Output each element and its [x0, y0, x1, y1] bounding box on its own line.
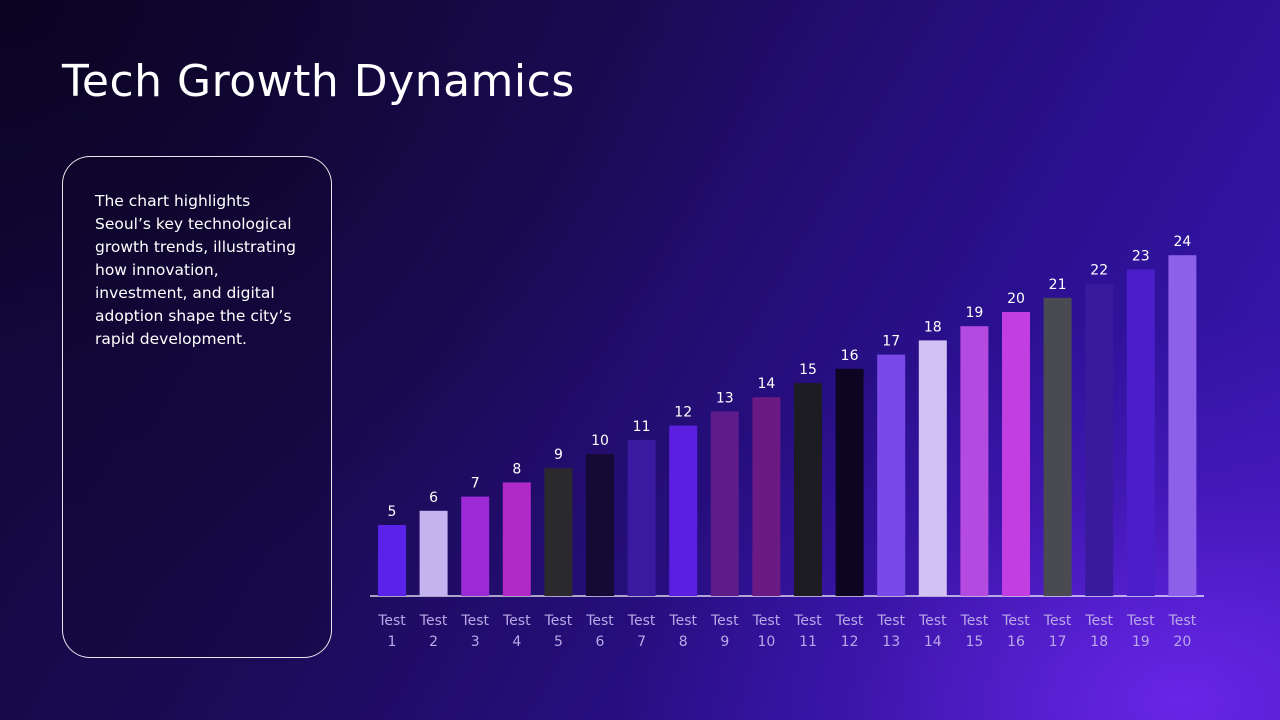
- value-label-18: 22: [1090, 263, 1108, 279]
- value-labels-group: 5 6 7 8 9 10 11 12 13 14 15 16 17 18 19 20 21 22 23 24: [388, 234, 1192, 520]
- category-label-5: Test 5: [544, 613, 573, 650]
- value-label-8: 12: [674, 405, 692, 421]
- description-text: The chart highlights Seoul’s key technol…: [95, 192, 296, 348]
- value-label-20: 24: [1173, 234, 1191, 250]
- value-label-4: 8: [512, 461, 521, 477]
- category-label-14: Test 14: [918, 613, 947, 650]
- slide-title: Tech Growth Dynamics: [62, 56, 575, 107]
- bar-7: [627, 439, 656, 596]
- value-label-2: 6: [429, 490, 438, 506]
- value-label-19: 23: [1132, 248, 1150, 264]
- category-label-1: Test 1: [377, 613, 406, 650]
- description-card: The chart highlights Seoul’s key technol…: [62, 156, 332, 658]
- value-label-10: 14: [757, 376, 775, 392]
- category-label-12: Test 12: [835, 613, 864, 650]
- bar-13: [877, 354, 906, 596]
- category-label-11: Test 11: [793, 613, 822, 650]
- bar-14: [918, 340, 947, 596]
- value-label-7: 11: [633, 419, 651, 435]
- value-label-12: 16: [841, 348, 859, 364]
- value-label-16: 20: [1007, 291, 1025, 307]
- bar-3: [461, 496, 490, 596]
- bar-10: [752, 397, 781, 596]
- category-label-2: Test 2: [419, 613, 448, 650]
- category-label-17: Test 17: [1043, 613, 1072, 650]
- value-label-13: 17: [882, 334, 900, 350]
- value-label-14: 18: [924, 319, 942, 335]
- category-label-13: Test 13: [876, 613, 905, 650]
- bars-group: [378, 255, 1197, 596]
- bar-5: [544, 468, 573, 596]
- category-label-16: Test 16: [1001, 613, 1030, 650]
- category-label-8: Test 8: [668, 613, 697, 650]
- bar-4: [502, 482, 531, 596]
- bar-2: [419, 510, 448, 596]
- category-label-18: Test 18: [1084, 613, 1113, 650]
- bar-1: [378, 525, 406, 596]
- category-label-10: Test 10: [752, 613, 781, 650]
- bar-18: [1085, 283, 1114, 596]
- bar-20: [1168, 255, 1197, 596]
- value-label-5: 9: [554, 447, 563, 463]
- bar-17: [1043, 297, 1072, 596]
- category-label-6: Test 6: [585, 613, 614, 650]
- category-label-19: Test 19: [1126, 613, 1155, 650]
- bar-15: [960, 326, 989, 596]
- value-label-9: 13: [716, 390, 734, 406]
- bar-12: [835, 368, 864, 596]
- value-label-15: 19: [965, 305, 983, 321]
- category-labels-group: Test 1 Test 2 Test 3 Test 4 Test 5 Test 6 Test 7 Test 8…: [377, 613, 1196, 650]
- category-label-15: Test 15: [960, 613, 989, 650]
- category-label-7: Test 7: [627, 613, 656, 650]
- value-label-11: 15: [799, 362, 817, 378]
- category-label-3: Test 3: [460, 613, 489, 650]
- category-label-4: Test 4: [502, 613, 531, 650]
- value-label-1: 5: [388, 504, 397, 520]
- bar-8: [669, 425, 698, 596]
- bar-11: [794, 383, 822, 596]
- value-label-17: 21: [1049, 277, 1067, 293]
- value-label-6: 10: [591, 433, 609, 449]
- bar-16: [1002, 312, 1030, 596]
- bar-6: [586, 454, 614, 596]
- value-label-3: 7: [471, 476, 480, 492]
- bar-19: [1126, 269, 1155, 596]
- category-label-20: Test 20: [1168, 613, 1197, 650]
- category-label-9: Test 9: [710, 613, 739, 650]
- bar-9: [710, 411, 739, 596]
